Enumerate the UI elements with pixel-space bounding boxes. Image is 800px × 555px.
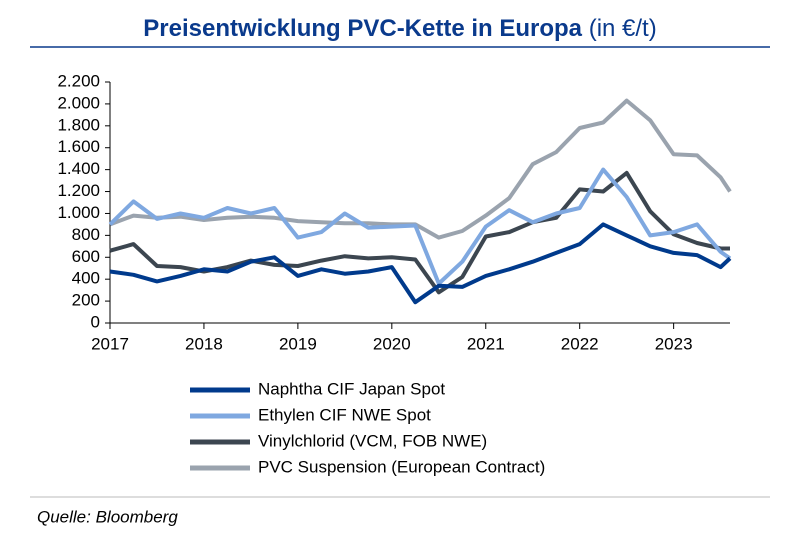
y-tick-label: 0 (91, 312, 100, 331)
x-tick-label: 2022 (561, 334, 599, 353)
x-tick-label: 2017 (91, 334, 129, 353)
x-tick-label: 2018 (185, 334, 223, 353)
x-tick-label: 2023 (655, 334, 693, 353)
y-tick-label: 1.200 (57, 181, 100, 200)
chart-subtitle: (in €/t) (589, 15, 657, 42)
y-tick-label: 600 (72, 247, 100, 266)
y-tick-label: 1.400 (57, 159, 100, 178)
source: Quelle: Bloomberg (37, 507, 178, 526)
chart-heading: Preisentwicklung PVC-Kette in Europa (in… (143, 15, 656, 42)
legend-label: Ethylen CIF NWE Spot (258, 405, 431, 424)
x-tick-label: 2020 (373, 334, 411, 353)
series-line (108, 167, 732, 286)
chart-title: Preisentwicklung PVC-Kette in Europa (143, 15, 582, 42)
y-tick-label: 1.600 (57, 137, 100, 156)
y-tick-label: 1.000 (57, 203, 100, 222)
y-tick-label: 400 (72, 269, 100, 288)
x-tick-label: 2021 (467, 334, 505, 353)
y-tick-label: 800 (72, 225, 100, 244)
legend-label: PVC Suspension (European Contract) (258, 457, 545, 476)
y-tick-label: 1.800 (57, 115, 100, 134)
series-line (109, 98, 732, 240)
y-tick-label: 2.200 (57, 71, 100, 90)
y-tick-label: 200 (72, 291, 100, 310)
x-tick-label: 2019 (279, 334, 317, 353)
legend-label: Naphtha CIF Japan Spot (258, 379, 445, 398)
legend-label: Vinylchlorid (VCM, FOB NWE) (258, 431, 487, 450)
y-tick-label: 2.000 (57, 93, 100, 112)
series-line (109, 222, 732, 305)
